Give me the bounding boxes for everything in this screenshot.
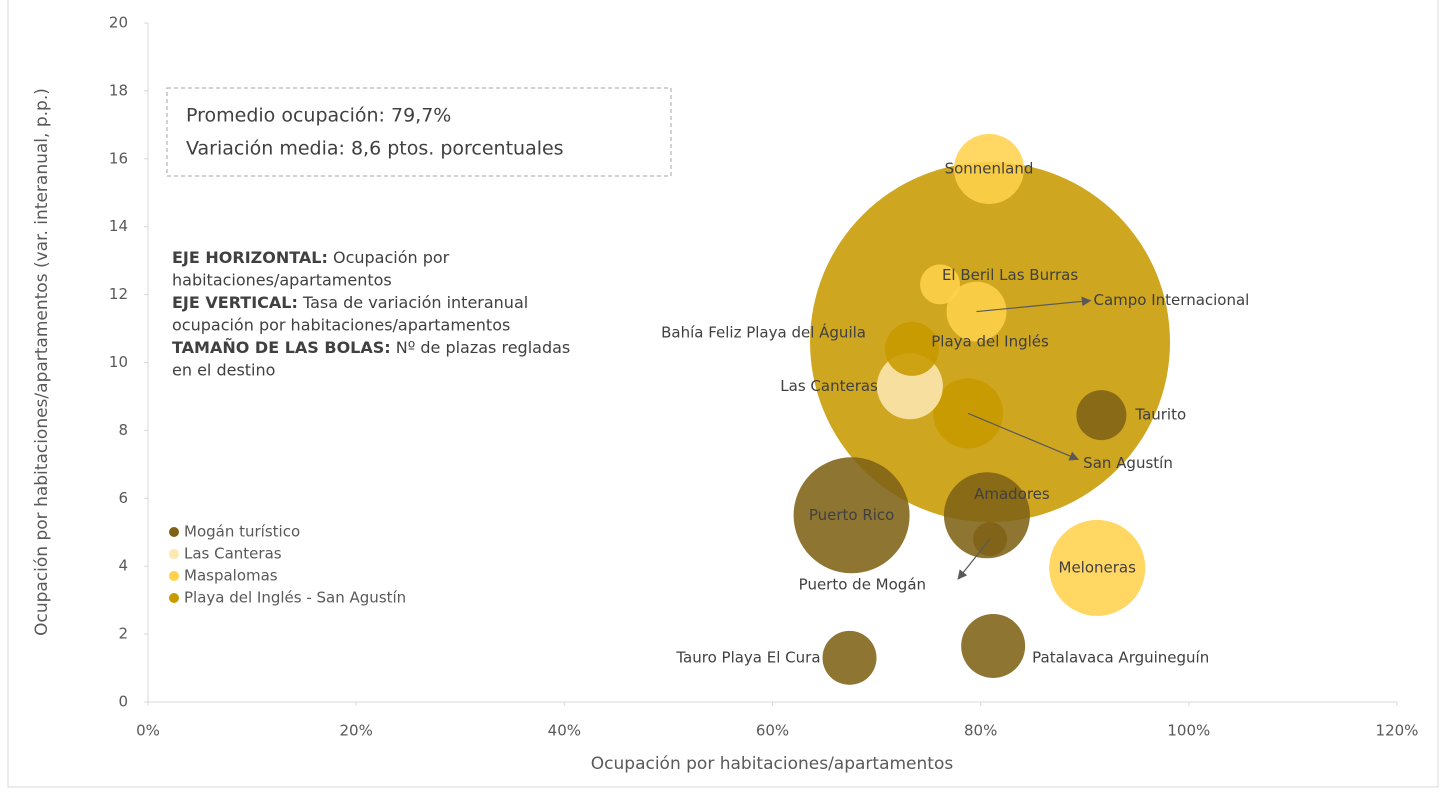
bubble-labels: Playa del Inglés Puerto Rico Meloneras Amad… — [661, 159, 1249, 666]
note-text: ocupación por habitaciones/apartamentos — [172, 315, 510, 334]
leader-arrow — [976, 296, 1092, 313]
bubble-label: Amadores — [974, 485, 1050, 503]
y-tick-label: 6 — [118, 489, 128, 507]
x-tick-label: 0% — [136, 722, 160, 740]
bubble-label: Playa del Inglés — [931, 333, 1049, 351]
legend-swatch — [169, 549, 179, 559]
note-text: Tasa de variación interanual — [298, 293, 528, 312]
legend-swatch — [169, 571, 179, 581]
chart-border — [7, 0, 1439, 788]
leader-arrow — [957, 538, 991, 580]
note-line: EJE HORIZONTAL: Ocupación por — [172, 248, 450, 267]
bubble-label: Meloneras — [1059, 558, 1137, 576]
bubble-label: Patalavaca Arguineguín — [1032, 648, 1209, 666]
note-bold: EJE HORIZONTAL: — [172, 248, 328, 267]
y-tick-label: 2 — [118, 625, 128, 643]
note-line: en el destino — [172, 360, 275, 379]
bubble-label: Campo Internacional — [1094, 291, 1250, 309]
bubble-label: Taurito — [1134, 406, 1186, 424]
summary-box — [166, 87, 672, 177]
bubble — [1049, 519, 1146, 616]
bubble — [810, 162, 1171, 523]
legend-swatch — [169, 593, 179, 603]
note-text: en el destino — [172, 360, 275, 379]
legend-label: Playa del Inglés - San Agustín — [184, 589, 406, 607]
bubble — [943, 472, 1030, 559]
bubble — [961, 613, 1026, 678]
x-tick-label: 120% — [1376, 722, 1419, 740]
bubble — [793, 457, 910, 574]
x-axis-title: Ocupación por habitaciones/apartamentos — [591, 754, 954, 774]
note-bold: EJE VERTICAL: — [172, 293, 298, 312]
bubble-label: El Beril Las Burras — [942, 266, 1078, 284]
y-tick-label: 12 — [109, 285, 128, 303]
y-tick-label: 4 — [118, 557, 128, 575]
x-tick-label: 40% — [548, 722, 581, 740]
y-tick-label: 0 — [118, 693, 128, 711]
bubble — [884, 321, 939, 376]
x-tick-label: 80% — [964, 722, 997, 740]
y-tick-label: 16 — [109, 149, 128, 167]
note-text: Nº de plazas regladas — [391, 338, 571, 357]
y-tick-label: 8 — [118, 421, 128, 439]
y-tick-label: 10 — [109, 353, 128, 371]
note-line: habitaciones/apartamentos — [172, 270, 392, 289]
bubble — [1076, 390, 1127, 441]
x-tick-label: 100% — [1167, 722, 1210, 740]
legend-swatch — [169, 527, 179, 537]
y-axis-title: Ocupación por habitaciones/apartamentos … — [32, 88, 52, 636]
bubble-label: Bahía Feliz Playa del Águila — [661, 322, 866, 341]
legend-label: Maspalomas — [184, 567, 278, 585]
bubble-label: Tauro Playa El Cura — [675, 648, 820, 666]
bubble-label: Puerto de Mogán — [799, 576, 926, 594]
y-tick-label: 14 — [109, 217, 128, 235]
bubble-label: Sonnenland — [945, 159, 1034, 177]
x-tick-label: 60% — [756, 722, 789, 740]
legend-label: Mogán turístico — [184, 523, 300, 541]
note-text: Ocupación por — [328, 248, 450, 267]
summary-line: Promedio ocupación: 79,7% — [186, 105, 451, 127]
summary-line: Variación media: 8,6 ptos. porcentuales — [186, 138, 564, 160]
note-line: TAMAÑO DE LAS BOLAS: Nº de plazas reglad… — [172, 338, 570, 357]
bubbles — [793, 133, 1171, 685]
y-tick-label: 20 — [109, 14, 128, 32]
leader-arrow — [967, 412, 1080, 461]
x-tick-label: 20% — [339, 722, 372, 740]
legend-label: Las Canteras — [184, 545, 282, 563]
bubble — [953, 133, 1024, 204]
y-tick-label: 18 — [109, 81, 128, 99]
note-line: ocupación por habitaciones/apartamentos — [172, 315, 510, 334]
bubble-label: San Agustín — [1083, 454, 1173, 472]
note-bold: TAMAÑO DE LAS BOLAS: — [172, 338, 391, 357]
bubble-label: Las Canteras — [780, 377, 878, 395]
bubble — [822, 630, 877, 685]
bubble-label: Puerto Rico — [809, 506, 895, 524]
note-line: EJE VERTICAL: Tasa de variación interanu… — [172, 293, 528, 312]
note-text: habitaciones/apartamentos — [172, 270, 392, 289]
bubble — [920, 264, 961, 305]
